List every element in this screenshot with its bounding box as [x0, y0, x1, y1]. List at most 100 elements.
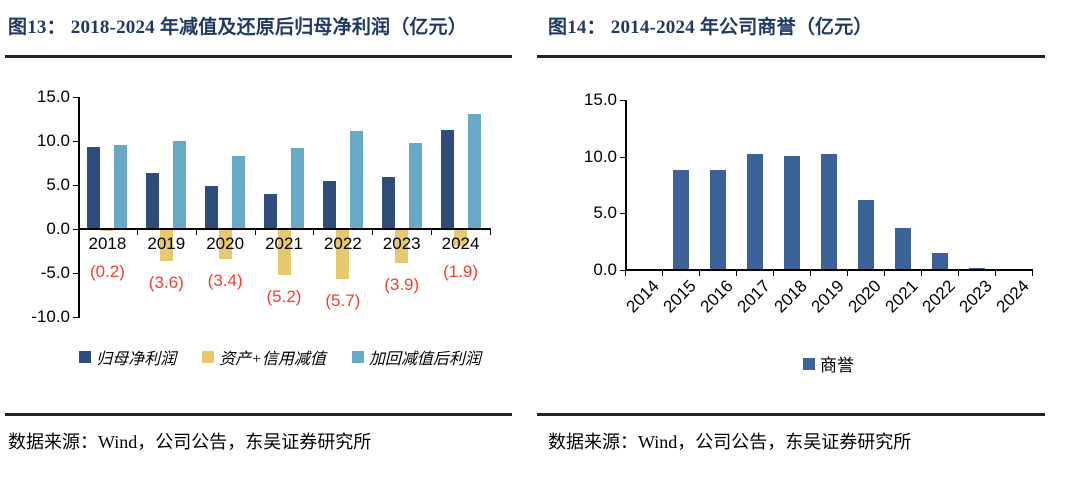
bar: [291, 148, 304, 229]
legend-label: 加回减值后利润: [368, 351, 481, 368]
y-axis-tick: [620, 213, 625, 215]
right-source-text: 数据来源：Wind，公司公告，东吴证券研究所: [548, 432, 912, 452]
y-axis-tick-label: 10.0: [583, 146, 617, 166]
impairment-value-label: (3.4): [207, 270, 243, 290]
left-chart-title: 图13： 2018-2024 年减值及还原后归母净利润（亿元）: [8, 17, 468, 38]
x-axis-tick: [958, 271, 959, 276]
impairment-value-label: (0.2): [89, 262, 125, 281]
y-axis-tick: [73, 229, 78, 230]
x-axis-tick: [625, 271, 626, 276]
y-axis-tick-label: 10.0: [36, 131, 70, 150]
bar: [857, 199, 874, 270]
bar: [114, 145, 128, 229]
x-axis-tick-label: 2015: [659, 276, 700, 317]
legend-label: 商誉: [820, 356, 854, 375]
bar: [336, 229, 350, 280]
y-axis-tick: [73, 185, 78, 186]
y-axis-tick-label: 0.0: [46, 219, 70, 238]
bar: [968, 267, 985, 270]
bar: [349, 131, 363, 229]
legend-label: 归母净利润: [96, 351, 177, 368]
x-axis-tick: [995, 271, 996, 276]
bar: [395, 229, 409, 264]
x-axis-tick: [313, 230, 315, 235]
bar: [264, 193, 277, 229]
x-axis-tick-label: 2023: [382, 234, 421, 253]
impairment-value-label: (1.9): [443, 262, 479, 281]
bar: [381, 177, 395, 229]
legend-item-impairment: 资产+信用减值: [202, 345, 326, 369]
x-axis-tick-label: 2021: [881, 276, 922, 317]
impairment-value-label: (3.6): [148, 272, 184, 292]
x-axis-tick: [810, 271, 811, 276]
x-axis-tick: [884, 271, 885, 276]
bar: [232, 155, 246, 229]
legend-item-net-profit: 归母净利润: [79, 345, 176, 369]
x-axis-tick-label: 2022: [918, 276, 959, 317]
y-axis-tick: [73, 273, 78, 274]
bar: [746, 154, 763, 270]
y-axis-tick-label: 5.0: [46, 175, 70, 194]
x-axis: [625, 269, 1033, 271]
y-axis-tick: [73, 141, 78, 142]
y-axis-tick: [620, 270, 625, 271]
x-axis-tick-label: 2024: [441, 234, 480, 253]
x-axis-tick-label: 2014: [622, 276, 663, 317]
bar: [87, 147, 101, 229]
legend-label: 资产+信用减值: [219, 351, 326, 368]
x-axis-tick-label: 2020: [844, 276, 885, 317]
x-axis-tick: [490, 230, 491, 235]
left-chart-legend: 归母净利润 资产+信用减值 加回减值后利润: [55, 345, 505, 369]
y-axis-tick-label: 15.0: [36, 87, 70, 106]
bar: [205, 185, 219, 229]
x-axis-tick-label: 2021: [265, 234, 303, 253]
right-chart-legend: 商誉: [625, 351, 1032, 376]
right-bottom-divider: [537, 413, 1045, 416]
x-axis-tick-label: 2019: [807, 276, 848, 317]
x-axis-tick: [372, 230, 374, 235]
bar: [931, 253, 948, 270]
y-axis-tick: [620, 156, 625, 158]
net-profit-swatch-icon: [79, 351, 92, 363]
y-axis-tick-label: 5.0: [593, 203, 617, 223]
bar: [408, 142, 422, 229]
bar: [783, 155, 800, 270]
x-axis-tick: [78, 230, 79, 235]
impairment-swatch-icon: [202, 351, 215, 363]
x-axis-tick: [1032, 271, 1033, 276]
x-axis-tick-label: 2018: [770, 276, 811, 317]
bar: [159, 229, 173, 261]
x-axis-tick-label: 2023: [955, 276, 996, 317]
x-axis-tick-label: 2019: [147, 234, 186, 253]
bar: [894, 228, 911, 270]
y-axis-tick-label: -5.0: [40, 263, 70, 282]
bar: [173, 141, 187, 229]
legend-item-goodwill: 商誉: [803, 351, 854, 376]
x-axis-tick-label: 2022: [323, 234, 362, 253]
right-top-divider: [537, 55, 1045, 58]
x-axis-tick: [699, 271, 700, 276]
impairment-value-label: (5.7): [325, 291, 361, 311]
legend-item-restored-profit: 加回减值后利润: [351, 345, 481, 369]
y-axis-tick-label: 0.0: [593, 260, 617, 279]
x-axis: [78, 228, 491, 230]
x-axis-tick: [195, 230, 197, 235]
x-axis-tick-label: 2024: [992, 276, 1033, 317]
bar: [440, 130, 454, 229]
bar: [820, 154, 837, 270]
restored-profit-swatch-icon: [351, 351, 364, 363]
x-axis-tick: [736, 271, 737, 276]
bar: [277, 229, 291, 275]
impairment-value-label: (3.9): [384, 275, 420, 295]
x-axis-tick: [254, 230, 256, 235]
x-axis-tick-label: 2018: [88, 234, 127, 253]
y-axis: [625, 100, 627, 271]
x-axis-tick: [921, 271, 922, 276]
left-source-text: 数据来源：Wind，公司公告，东吴证券研究所: [8, 432, 372, 452]
right-chart-title: 图14： 2014-2024 年公司商誉（亿元）: [548, 17, 873, 38]
goodwill-swatch-icon: [803, 357, 815, 370]
x-axis-tick-label: 2020: [206, 234, 245, 253]
bar: [146, 172, 160, 229]
x-axis-tick-label: 2017: [733, 276, 774, 317]
